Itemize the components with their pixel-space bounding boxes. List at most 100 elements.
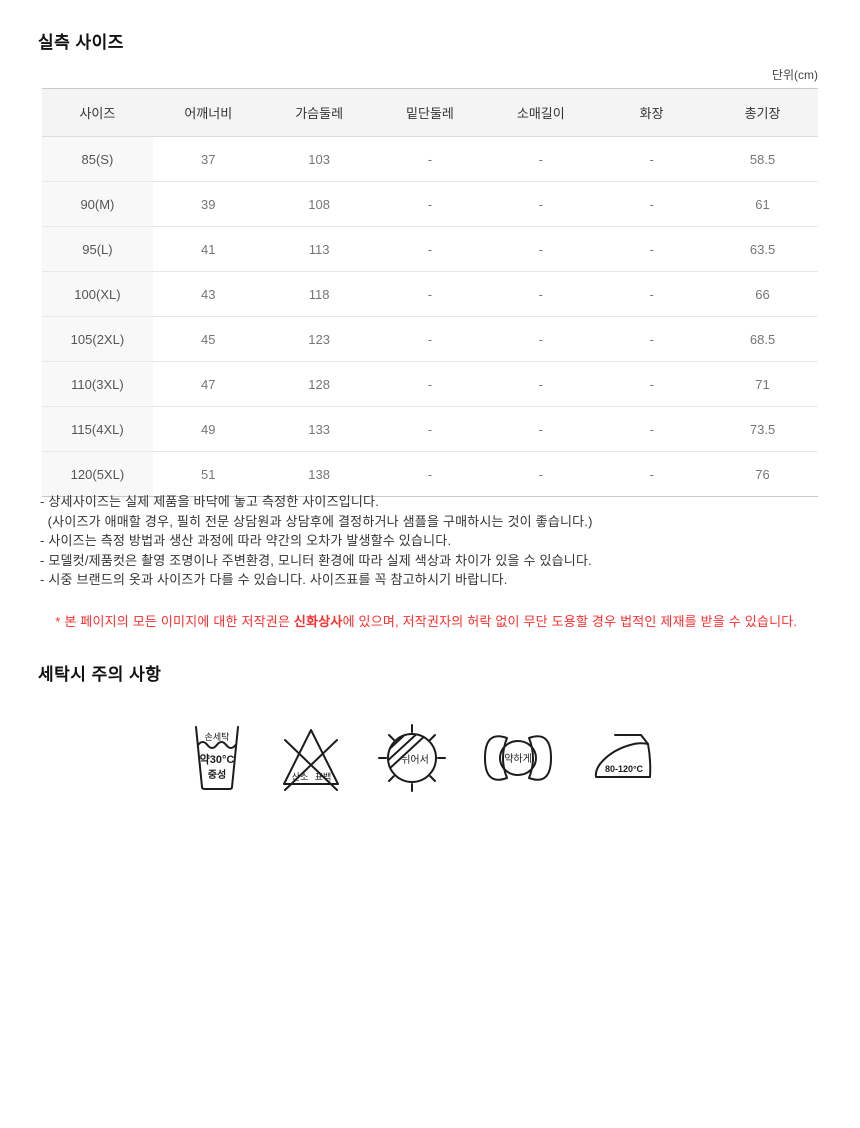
measurement-cell: 51 [152, 451, 264, 497]
note-line: - 시중 브랜드의 옷과 사이즈가 다를 수 있습니다. 사이즈표를 꼭 참고하… [40, 572, 508, 587]
measured-size-title: 실측 사이즈 [38, 33, 124, 52]
measurement-cell: 63.5 [707, 226, 818, 272]
measurement-cell: - [596, 226, 708, 272]
note-line: - 모델컷/제품컷은 촬영 조명이나 주변환경, 모니터 환경에 따라 실제 색… [40, 552, 592, 568]
measurement-cell: 43 [152, 271, 264, 317]
measurement-cell: 58.5 [707, 136, 818, 182]
measurement-cell: 47 [152, 361, 264, 407]
measurement-cell: 68.5 [707, 316, 818, 362]
table-row: 85(S) 37 103- - -58.5 [42, 136, 818, 182]
measurement-cell: 39 [152, 181, 264, 227]
table-row: 90(M) 39 108- - -61 [42, 181, 818, 227]
measurement-cell: - [374, 361, 486, 407]
size-table-header-row: 사이즈 어깨너비 가슴둘레 밑단둘레 소매길이 화장 총기장 [42, 88, 818, 137]
column-header: 밑단둘레 [374, 88, 486, 137]
copyright-brand: 신화상사 [293, 613, 343, 629]
column-header: 어깨너비 [152, 88, 264, 137]
measurement-cell: - [596, 271, 708, 317]
measurement-cell: 103 [263, 136, 375, 182]
measurement-cell: - [374, 271, 486, 317]
size-table: 사이즈 어깨너비 가슴둘레 밑단둘레 소매길이 화장 총기장 85(S) 37 103- - -58… [42, 88, 818, 497]
size-label-cell: 120(5XL) [42, 451, 153, 497]
table-row: 120(5XL) 51 138- - -76 [42, 451, 818, 497]
table-row: 115(4XL) 49 133- - -73.5 [42, 406, 818, 452]
measurement-cell: 128 [263, 361, 375, 407]
svg-text:약하게: 약하게 [504, 752, 532, 765]
column-header: 총기장 [707, 88, 818, 137]
table-row: 105(2XL) 45 123- - -68.5 [42, 316, 818, 362]
column-header: 가슴둘레 [263, 88, 375, 137]
size-label-cell: 85(S) [42, 136, 153, 182]
wring-gently-icon: 약하게 [484, 735, 552, 781]
measurement-cell: - [485, 406, 597, 452]
measurement-cell: 61 [707, 181, 818, 227]
measurement-cell: - [374, 226, 486, 272]
size-label-cell: 110(3XL) [42, 361, 153, 407]
size-label-cell: 95(L) [42, 226, 153, 272]
measurement-cell: - [374, 181, 486, 227]
svg-text:표백: 표백 [315, 772, 332, 782]
svg-text:뉘어서: 뉘어서 [401, 754, 429, 766]
measurement-cell: - [596, 316, 708, 362]
notes-list: - 상세사이즈는 실제 제품을 바닥에 놓고 측정한 사이즈입니다. (사이즈가… [40, 492, 830, 590]
column-header: 화장 [596, 88, 708, 137]
table-row: 110(3XL) 47 128- - -71 [42, 361, 818, 407]
note-line: (사이즈가 애매할 경우, 필히 전문 상담원과 상담후에 결정하거나 샘플을 … [40, 513, 593, 529]
measurement-cell: - [374, 316, 486, 362]
unit-label: 단위(cm) [771, 68, 818, 82]
measurement-cell: 118 [263, 271, 375, 317]
measurement-cell: - [485, 271, 597, 317]
measurement-cell: - [485, 181, 597, 227]
measurement-cell: 73.5 [707, 406, 818, 452]
size-label-cell: 105(2XL) [42, 316, 153, 362]
laundry-care-icons: 손세탁 약30°C 중성 산소 표백 [188, 722, 656, 794]
measurement-cell: - [374, 451, 486, 497]
measurement-cell: - [485, 226, 597, 272]
no-bleach-icon: 산소 표백 [283, 729, 339, 791]
size-label-cell: 100(XL) [42, 271, 153, 317]
table-row: 95(L) 41 113- - -63.5 [42, 226, 818, 272]
column-header: 사이즈 [42, 88, 153, 137]
measurement-cell: - [596, 136, 708, 182]
measurement-cell: 133 [263, 406, 375, 452]
size-table-body: 85(S) 37 103- - -58.5 90(M) 39 108- - -61 95(L) 41 1… [42, 136, 818, 497]
measurement-cell: 138 [263, 451, 375, 497]
measurement-cell: 41 [152, 226, 264, 272]
measurement-cell: 66 [707, 271, 818, 317]
copyright-notice: * 본 페이지의 모든 이미지에 대한 저작권은 신화상사에 있으며, 저작권자… [40, 592, 830, 651]
size-label-cell: 115(4XL) [42, 406, 153, 452]
table-row: 100(XL) 43 118- - -66 [42, 271, 818, 317]
measurement-cell: - [596, 406, 708, 452]
note-line: - 상세사이즈는 실제 제품을 바닥에 놓고 측정한 사이즈입니다. [40, 494, 380, 509]
measurement-cell: 37 [152, 136, 264, 182]
measurement-cell: - [596, 451, 708, 497]
measurement-cell: 45 [152, 316, 264, 362]
measurement-cell: - [374, 136, 486, 182]
svg-text:중성: 중성 [208, 768, 226, 781]
svg-text:약30°C: 약30°C [200, 752, 235, 766]
measurement-cell: - [485, 316, 597, 362]
measurement-cell: 113 [263, 226, 375, 272]
measurement-cell: - [374, 406, 486, 452]
iron-icon: 80-120°C [594, 734, 652, 778]
measurement-cell: - [485, 451, 597, 497]
dry-flat-shade-icon: 뉘어서 [378, 724, 446, 792]
svg-text:산소: 산소 [292, 772, 309, 782]
measurement-cell: 108 [263, 181, 375, 227]
hand-wash-icon: 손세탁 약30°C 중성 [195, 726, 239, 790]
svg-text:80-120°C: 80-120°C [605, 764, 644, 774]
measurement-cell: - [485, 136, 597, 182]
washing-caution-title: 세탁시 주의 사항 [38, 665, 162, 684]
measurement-cell: - [596, 361, 708, 407]
copyright-suffix: 에 있으며, 저작권자의 허락 없이 무단 도용할 경우 법적인 제재를 받을 … [342, 613, 798, 629]
measurement-cell: 49 [152, 406, 264, 452]
measurement-cell: 76 [707, 451, 818, 497]
measurement-cell: - [485, 361, 597, 407]
svg-text:손세탁: 손세탁 [205, 731, 230, 742]
note-line: - 사이즈는 측정 방법과 생산 과정에 따라 약간의 오차가 발생할수 있습니… [40, 533, 452, 548]
measurement-cell: 71 [707, 361, 818, 407]
measurement-cell: 123 [263, 316, 375, 362]
measurement-cell: - [596, 181, 708, 227]
size-label-cell: 90(M) [42, 181, 153, 227]
